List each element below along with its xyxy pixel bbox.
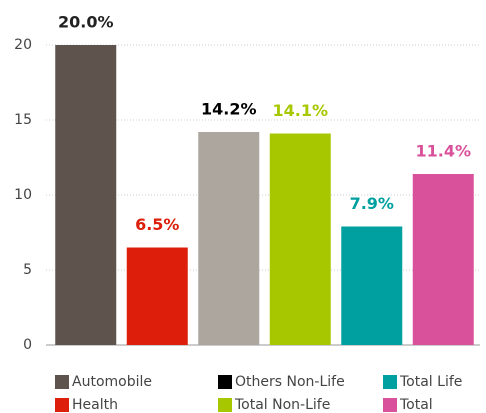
legend-swatch: [55, 375, 69, 389]
bar: [269, 133, 331, 345]
bar: [412, 174, 474, 345]
legend-swatch: [383, 375, 397, 389]
y-tick-label: 15: [14, 112, 32, 128]
data-label: 11.4%: [415, 142, 471, 161]
bar: [126, 247, 188, 345]
bar: [55, 45, 117, 345]
data-label: 7.9%: [350, 194, 394, 213]
legend-swatch: [218, 398, 232, 412]
data-label: 14.2%: [201, 100, 257, 119]
data-label: 20.0%: [58, 13, 114, 32]
data-label: 14.1%: [272, 101, 328, 120]
legend-label: Total Non-Life: [234, 397, 330, 413]
legend-label: Total: [399, 397, 433, 413]
bar: [341, 226, 403, 345]
y-tick-label: 5: [23, 262, 32, 278]
y-tick-label: 0: [23, 337, 32, 353]
y-tick-label: 20: [14, 37, 32, 53]
legend-label: Automobile: [72, 374, 152, 390]
legend-label: Others Non-Life: [235, 374, 345, 390]
legend-swatch: [383, 398, 397, 412]
legend-label: Health: [72, 397, 118, 413]
legend-swatch: [55, 398, 69, 412]
data-label: 6.5%: [135, 215, 179, 234]
bar: [198, 132, 260, 345]
legend-label: Total Life: [399, 374, 462, 390]
y-tick-label: 10: [14, 187, 32, 203]
legend-swatch: [218, 375, 232, 389]
